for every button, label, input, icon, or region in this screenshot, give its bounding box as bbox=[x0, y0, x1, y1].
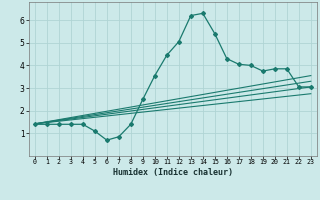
X-axis label: Humidex (Indice chaleur): Humidex (Indice chaleur) bbox=[113, 168, 233, 177]
